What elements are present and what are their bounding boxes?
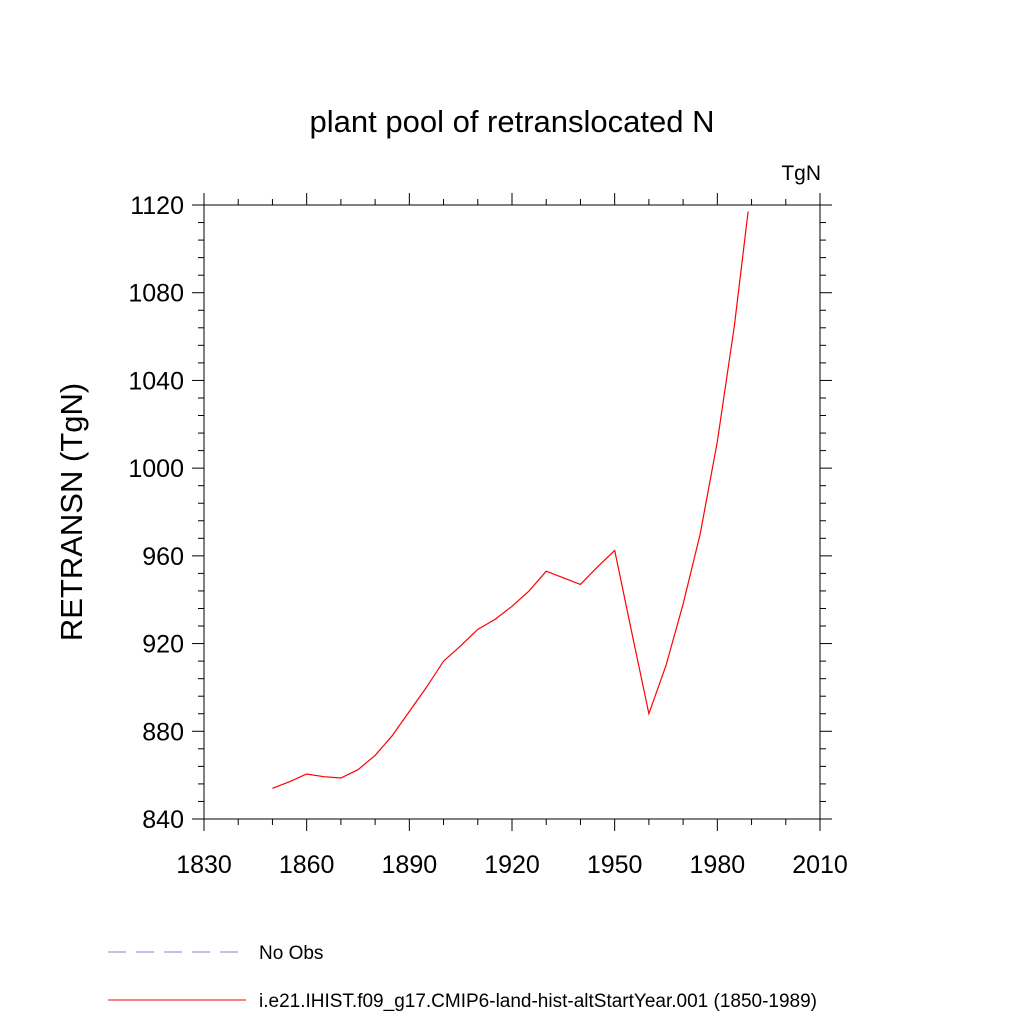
legend-label: No Obs <box>259 943 323 964</box>
y-tick-label: 880 <box>142 718 184 746</box>
x-tick-label: 1920 <box>484 851 540 879</box>
series-line <box>272 211 749 789</box>
legend-label: i.e21.IHIST.f09_g17.CMIP6-land-hist-altS… <box>259 991 817 1012</box>
plot-frame <box>203 204 821 820</box>
x-tick-label: 1950 <box>587 851 643 879</box>
y-tick-label: 960 <box>142 543 184 571</box>
y-axis-title: RETRANSN (TgN) <box>54 383 89 641</box>
legend: No Obs i.e21.IHIST.f09_g17.CMIP6-land-his… <box>108 943 817 1012</box>
axis-tick-labels: 1830 1860 1890 1920 1950 1980 2010 840 880 920 960… <box>128 192 847 879</box>
y-tick-label: 1040 <box>128 367 184 395</box>
x-tick-label: 1890 <box>382 851 438 879</box>
y-tick-label: 1120 <box>130 192 184 220</box>
y-tick-label: 920 <box>142 631 184 659</box>
series-layer <box>272 211 749 789</box>
units-label: TgN <box>781 162 821 185</box>
x-tick-label: 1980 <box>690 851 746 879</box>
y-tick-label: 1000 <box>128 455 184 483</box>
y-tick-label: 840 <box>142 806 184 834</box>
axis-ticks <box>192 193 832 831</box>
y-tick-label: 1080 <box>128 280 184 308</box>
chart-title: plant pool of retranslocated N <box>310 104 715 139</box>
x-tick-label: 2010 <box>792 851 848 879</box>
x-tick-label: 1860 <box>279 851 335 879</box>
x-tick-label: 1830 <box>176 851 232 879</box>
